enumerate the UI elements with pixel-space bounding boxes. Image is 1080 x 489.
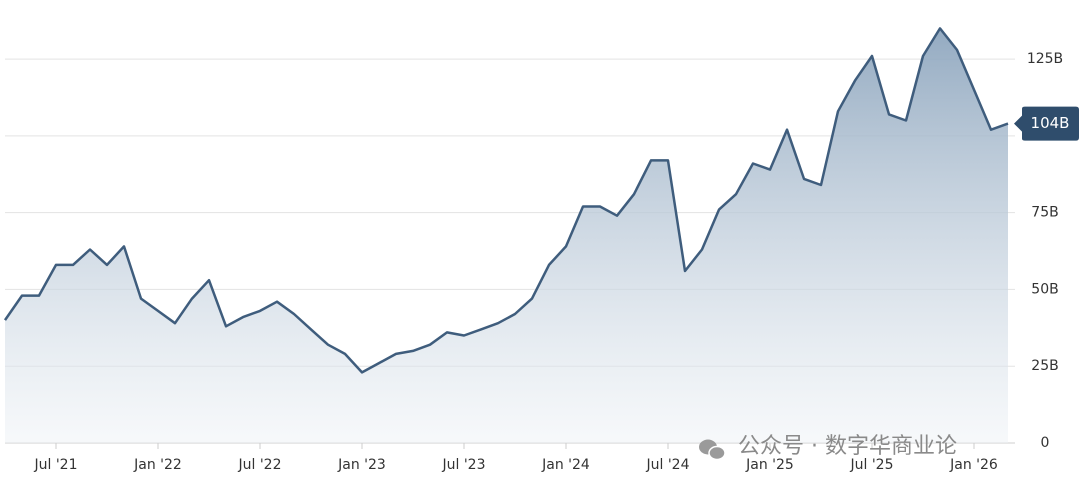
watermark: 公众号 · 数字华商业论: [738, 434, 957, 459]
area-fill: [5, 28, 1008, 444]
x-tick-label: Jan '24: [541, 457, 590, 473]
x-tick-label: Jan '23: [337, 457, 386, 473]
x-tick-label: Jul '25: [849, 457, 893, 473]
x-tick-label: Jul '22: [237, 457, 281, 473]
x-tick-label: Jan '25: [745, 457, 794, 473]
tag-shape: [1014, 106, 1079, 141]
tag-label: 104B: [1031, 114, 1070, 132]
x-tick-label: Jan '26: [949, 457, 998, 473]
x-tick-label: Jul '24: [645, 457, 689, 473]
y-tick-label: 0: [1041, 435, 1050, 451]
wechat-icon: [699, 439, 726, 461]
line: [3, 27, 1009, 374]
x-tick-label: Jul '23: [441, 457, 485, 473]
x-tick-label: Jan '22: [133, 457, 182, 473]
x-tick-label: Jul '21: [33, 457, 77, 473]
y-tick-label: 50B: [1031, 281, 1058, 297]
current-value-tag: 104B: [1014, 106, 1079, 141]
y-tick-label: 125B: [1027, 51, 1063, 67]
y-tick-label: 25B: [1031, 358, 1058, 374]
y-tick-label: 75B: [1031, 205, 1058, 221]
